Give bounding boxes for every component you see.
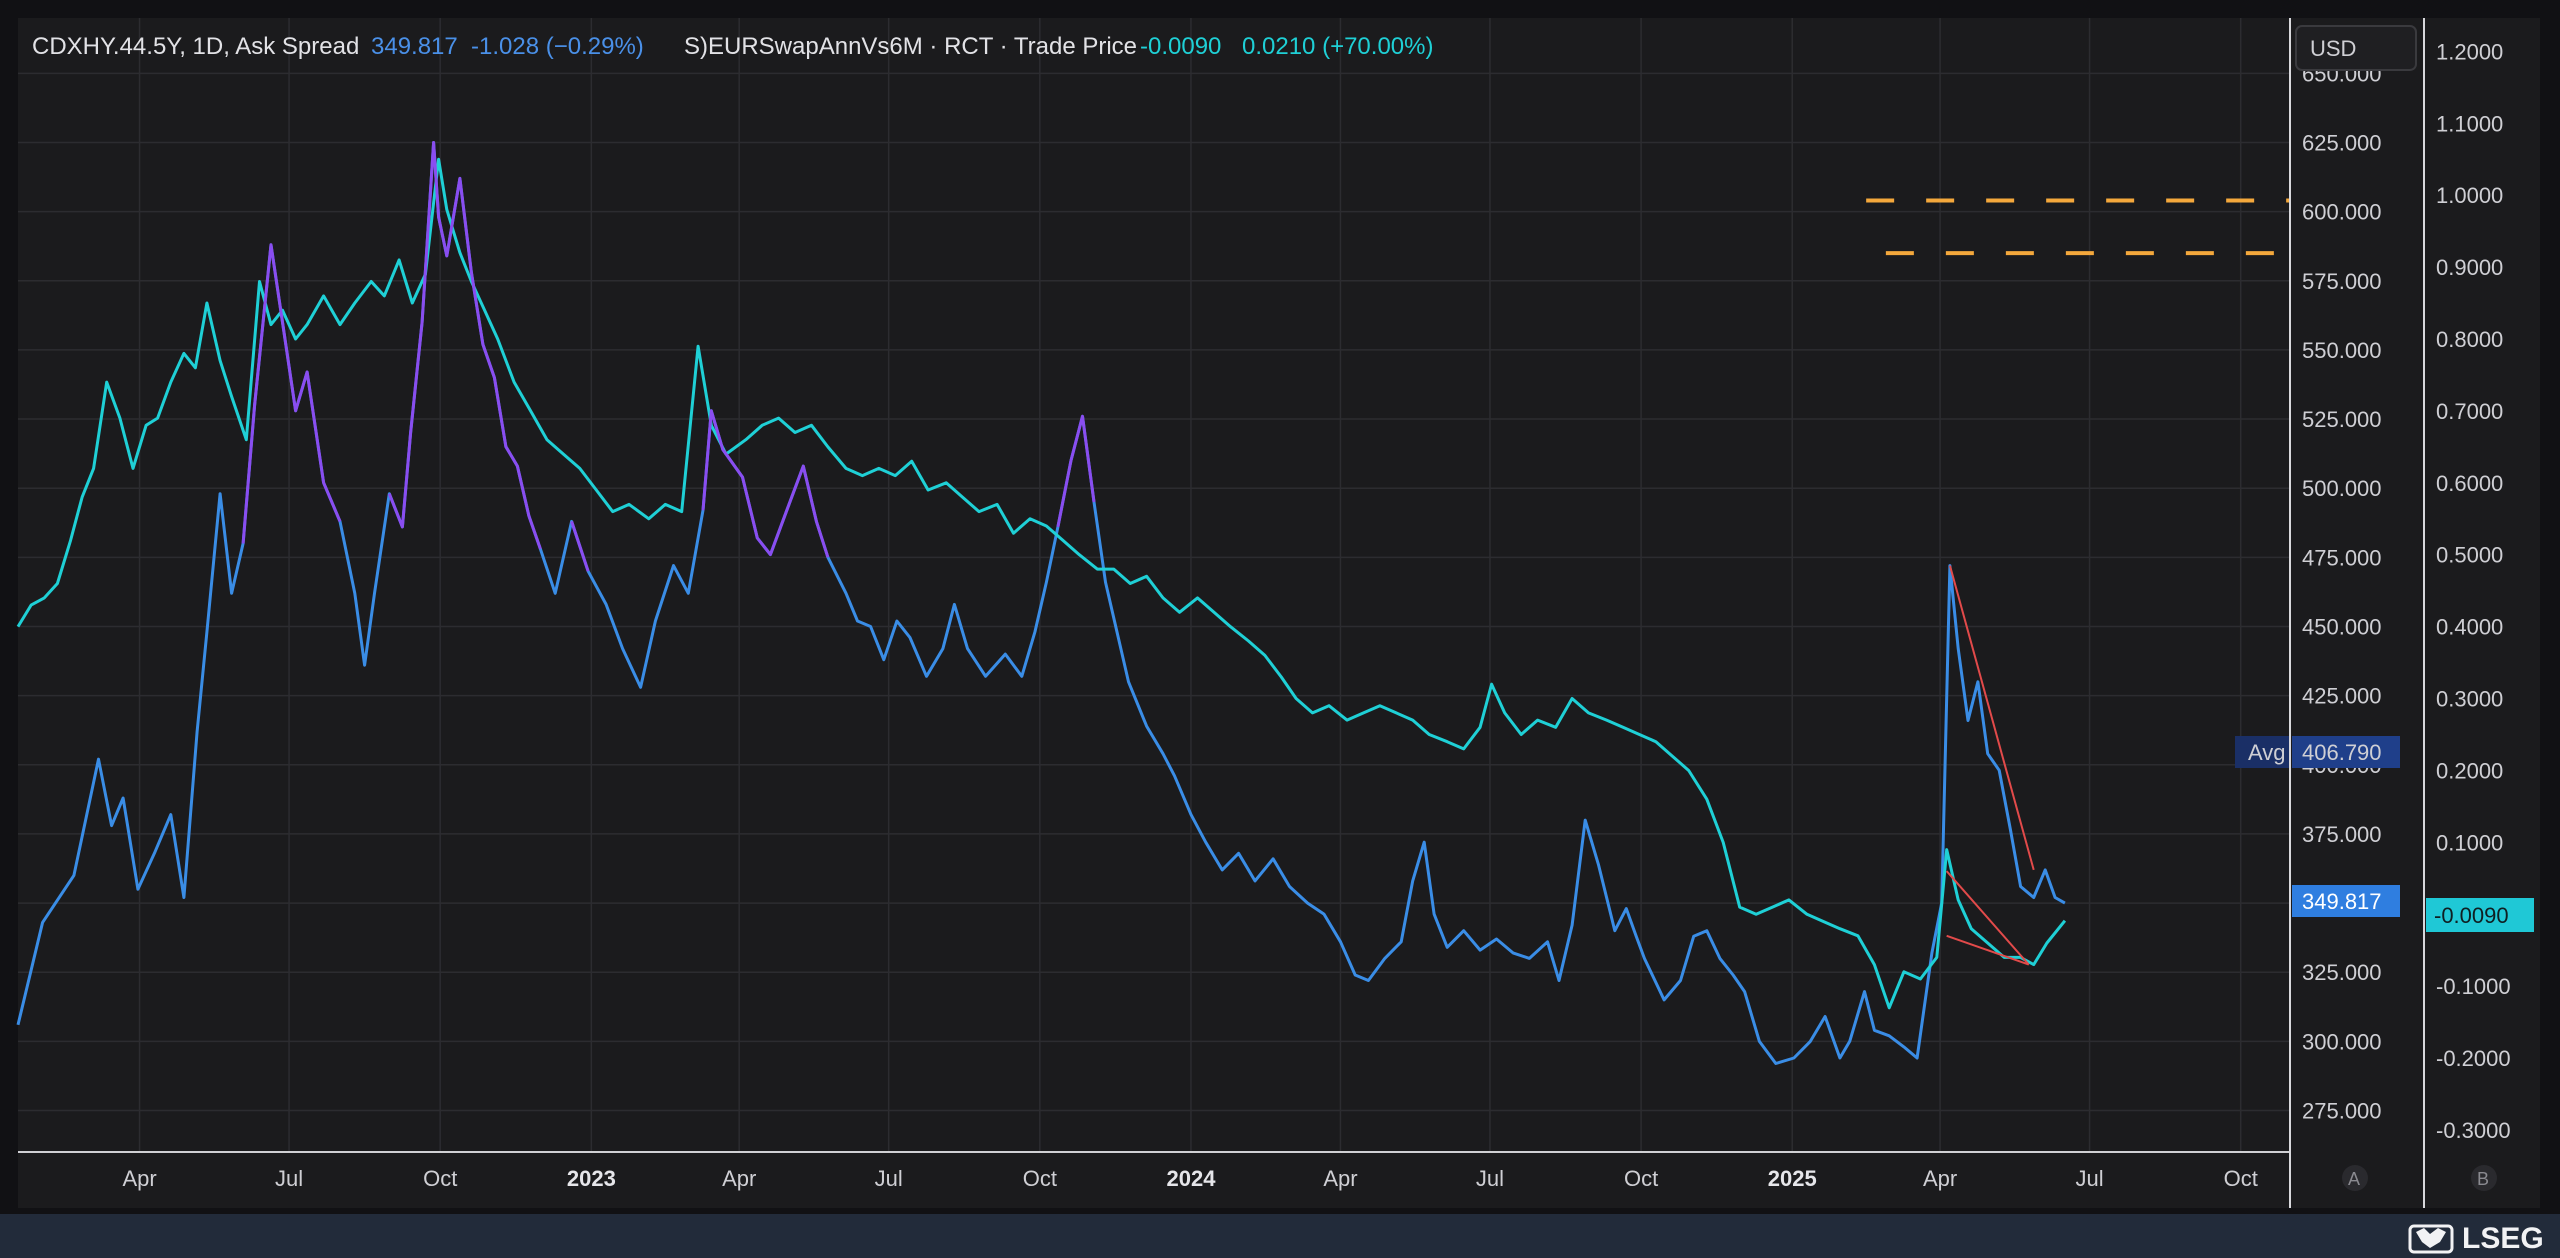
right-tick-label: 0.1000 xyxy=(2436,830,2503,855)
right-tick-label: 0.8000 xyxy=(2436,327,2503,352)
scale-a-button[interactable]: A xyxy=(2342,1165,2368,1191)
left-tick-label: 275.000 xyxy=(2302,1099,2382,1124)
left-tick-label: 575.000 xyxy=(2302,269,2382,294)
chart-panel xyxy=(18,18,2540,1208)
right-tick-label: 0.2000 xyxy=(2436,758,2503,783)
right-scale-labels: 1.2000 1.1000 1.0000 0.9000 0.8000 0.7000 0.60… xyxy=(2436,39,2511,1143)
grid xyxy=(18,18,2290,1152)
x-tick-label: 2025 xyxy=(1768,1166,1817,1191)
legend-series1-name[interactable]: CDXHY.44.5Y, 1D, Ask Spread xyxy=(32,33,359,60)
right-tick-label: 1.0000 xyxy=(2436,183,2503,208)
avg-badge: Avg 406.790 xyxy=(2235,736,2400,768)
series1-last-badge-value: 349.817 xyxy=(2302,889,2382,914)
right-tick-label: 0.9000 xyxy=(2436,255,2503,280)
x-tick-label: Jul xyxy=(2076,1166,2104,1191)
currency-button-label: USD xyxy=(2310,36,2356,61)
series2-last-badge-value: -0.0090 xyxy=(2434,903,2509,928)
trendline[interactable] xyxy=(1945,870,2030,966)
scale-a-label: A xyxy=(2348,1169,2360,1189)
series-eurswap-line[interactable] xyxy=(16,157,2067,1010)
legend-series2-name[interactable]: S)EURSwapAnnVs6M · RCT · Trade Price xyxy=(684,33,1137,60)
x-tick-label: Jul xyxy=(1476,1166,1504,1191)
legend-series2-change: 0.0210 (+70.00%) xyxy=(1242,33,1433,60)
footer-bar xyxy=(0,1214,2560,1258)
left-tick-label: 500.000 xyxy=(2302,476,2382,501)
series-cdxhy-highlight xyxy=(1056,414,1096,528)
brand-name: LSEG xyxy=(2462,1222,2544,1255)
left-tick-label: 375.000 xyxy=(2302,822,2382,847)
series2-last-badge: -0.0090 xyxy=(2426,898,2534,932)
left-tick-label: 300.000 xyxy=(2302,1029,2382,1054)
currency-button[interactable]: USD xyxy=(2295,25,2417,71)
scale-b-label: B xyxy=(2477,1169,2489,1189)
series-cdxhy-highlight xyxy=(241,243,342,544)
right-tick-label: 1.1000 xyxy=(2436,111,2503,136)
lion-icon xyxy=(2408,1224,2454,1254)
series-cdxhy-highlight xyxy=(701,409,830,558)
x-tick-label: Jul xyxy=(275,1166,303,1191)
left-tick-label: 525.000 xyxy=(2302,407,2382,432)
left-tick-label: 475.000 xyxy=(2302,545,2382,570)
left-tick-label: 550.000 xyxy=(2302,338,2382,363)
plot-area[interactable] xyxy=(16,141,2067,1065)
series1-last-badge: 349.817 xyxy=(2292,885,2400,917)
scale-b-button[interactable]: B xyxy=(2471,1165,2497,1191)
left-tick-label: 325.000 xyxy=(2302,960,2382,985)
right-tick-label: 0.6000 xyxy=(2436,471,2503,496)
left-tick-label: 450.000 xyxy=(2302,614,2382,639)
lseg-logo: LSEG xyxy=(2408,1222,2544,1255)
trendline[interactable] xyxy=(1946,934,2030,966)
x-tick-label: Oct xyxy=(1023,1166,1057,1191)
x-tick-label: 2023 xyxy=(567,1166,616,1191)
x-tick-label: 2024 xyxy=(1166,1166,1216,1191)
left-tick-label: 625.000 xyxy=(2302,130,2382,155)
right-tick-label: -0.3000 xyxy=(2436,1118,2511,1143)
legend[interactable]: CDXHY.44.5Y, 1D, Ask Spread 349.817 -1.0… xyxy=(32,33,1433,60)
legend-series1-change: -1.028 (−0.29%) xyxy=(471,33,644,60)
x-tick-label: Jul xyxy=(875,1166,903,1191)
x-tick-label: Oct xyxy=(423,1166,457,1191)
avg-badge-label: Avg xyxy=(2248,740,2286,765)
trendlines[interactable] xyxy=(1945,565,2035,966)
left-tick-label: 425.000 xyxy=(2302,684,2382,709)
x-tick-label: Oct xyxy=(1624,1166,1658,1191)
right-tick-label: -0.2000 xyxy=(2436,1046,2511,1071)
x-tick-label: Oct xyxy=(2224,1166,2258,1191)
x-tick-label: Apr xyxy=(122,1166,156,1191)
right-tick-label: 0.7000 xyxy=(2436,399,2503,424)
right-tick-label: 0.3000 xyxy=(2436,687,2503,712)
right-tick-label: -0.1000 xyxy=(2436,974,2511,999)
x-axis-labels: Apr Jul Oct 2023 Apr Jul Oct 2024 Apr Jul Oct 2025 A… xyxy=(122,1166,2257,1191)
legend-series1-last: 349.817 xyxy=(371,33,458,60)
right-tick-label: 0.4000 xyxy=(2436,615,2503,640)
series-cdxhy-highlight xyxy=(387,141,542,550)
avg-badge-value: 406.790 xyxy=(2302,740,2382,765)
x-tick-label: Apr xyxy=(722,1166,756,1191)
x-tick-label: Apr xyxy=(1923,1166,1957,1191)
right-tick-label: 1.2000 xyxy=(2436,39,2503,64)
dashed-levels xyxy=(1866,198,2290,256)
right-tick-label: 0.5000 xyxy=(2436,543,2503,568)
series-cdxhy-highlight xyxy=(570,520,590,572)
trendline[interactable] xyxy=(1948,565,2035,871)
x-tick-label: Apr xyxy=(1323,1166,1357,1191)
legend-series2-last: -0.0090 xyxy=(1140,33,1221,60)
left-tick-label: 600.000 xyxy=(2302,200,2382,225)
